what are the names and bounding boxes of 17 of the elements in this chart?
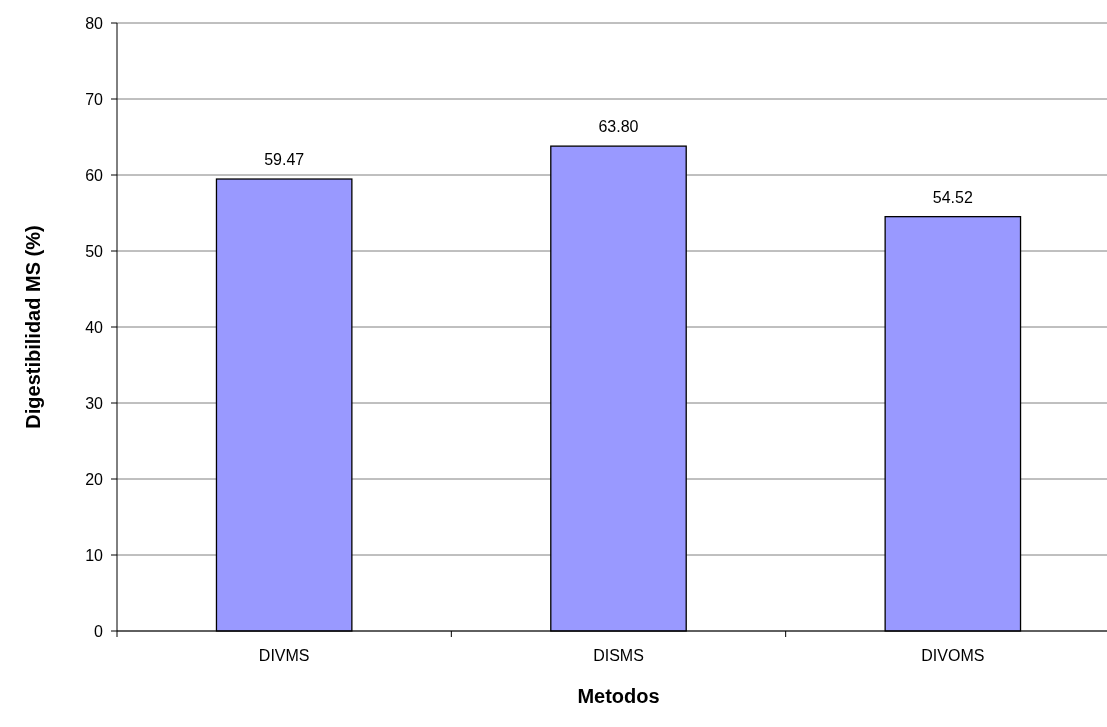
x-tick-label: DIVOMS xyxy=(921,647,985,664)
y-tick-label: 70 xyxy=(85,90,104,108)
y-tick-label: 60 xyxy=(85,166,104,184)
y-tick-label: 30 xyxy=(85,394,104,412)
y-tick-label: 20 xyxy=(85,470,104,488)
y-tick-label: 10 xyxy=(85,546,104,564)
y-axis-title: Digestibilidad MS (%) xyxy=(22,225,44,429)
x-tick-label: DIVMS xyxy=(258,647,310,664)
y-tick-label: 80 xyxy=(85,14,104,32)
data-label: 59.47 xyxy=(264,151,305,169)
data-label: 54.52 xyxy=(932,188,973,206)
y-tick-label: 0 xyxy=(94,622,104,640)
x-tick-label: DISMS xyxy=(593,647,644,664)
data-label: 63.80 xyxy=(598,118,639,136)
y-tick-label: 40 xyxy=(85,318,104,336)
x-axis-title: Metodos xyxy=(577,685,660,707)
y-tick-label: 50 xyxy=(85,242,104,260)
